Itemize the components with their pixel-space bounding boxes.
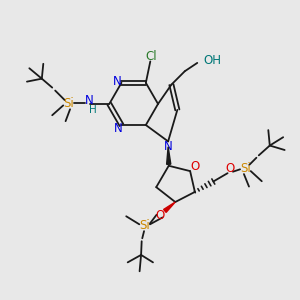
Text: N: N <box>113 122 122 135</box>
Text: O: O <box>191 160 200 173</box>
Text: Si: Si <box>63 98 74 110</box>
Text: O: O <box>225 162 235 175</box>
Text: H: H <box>89 105 97 115</box>
Polygon shape <box>167 147 171 164</box>
Polygon shape <box>164 202 175 212</box>
Text: Si: Si <box>240 162 251 175</box>
Text: N: N <box>112 75 122 88</box>
Text: O: O <box>155 209 164 223</box>
Text: OH: OH <box>204 54 222 67</box>
Text: N: N <box>85 94 94 107</box>
Text: N: N <box>164 140 172 153</box>
Text: Si: Si <box>139 219 150 232</box>
Text: Cl: Cl <box>145 50 157 63</box>
